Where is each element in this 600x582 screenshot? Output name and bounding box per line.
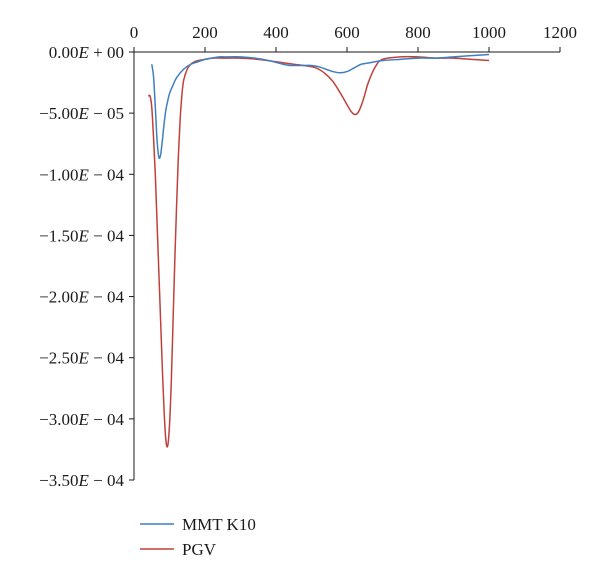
y-tick-label: 0.00E + 00 xyxy=(49,43,124,62)
y-tick-label: −1.50E − 04 xyxy=(39,226,124,245)
y-tick-label: −3.00E − 04 xyxy=(39,410,124,429)
y-tick-label: −5.00E − 05 xyxy=(39,104,124,123)
x-tick-label: 0 xyxy=(130,23,139,42)
series-line-pgv xyxy=(147,55,490,448)
y-tick-label: −2.50E − 04 xyxy=(39,349,124,368)
chart-axes: 0 200 400 600 800 1000 1200 0.00E + 00 −5.00E − … xyxy=(39,23,577,490)
x-tick-label: 800 xyxy=(405,23,431,42)
legend-label-mmt-k10: MMT K10 xyxy=(182,515,256,534)
chart-plot-area xyxy=(147,53,490,448)
y-tick-label: −3.50E − 04 xyxy=(39,471,124,490)
x-tick-label: 1200 xyxy=(543,23,577,42)
x-tick-label: 600 xyxy=(334,23,360,42)
x-tick-label: 200 xyxy=(192,23,218,42)
x-tick-label: 1000 xyxy=(472,23,506,42)
x-tick-label: 400 xyxy=(263,23,289,42)
chart-legend: MMT K10 PGV xyxy=(140,515,256,559)
y-tick-label: −2.00E − 04 xyxy=(39,288,124,307)
y-tick-label: −1.00E − 04 xyxy=(39,165,124,184)
legend-label-pgv: PGV xyxy=(182,540,217,559)
series-line-mmt-k10 xyxy=(151,53,490,159)
